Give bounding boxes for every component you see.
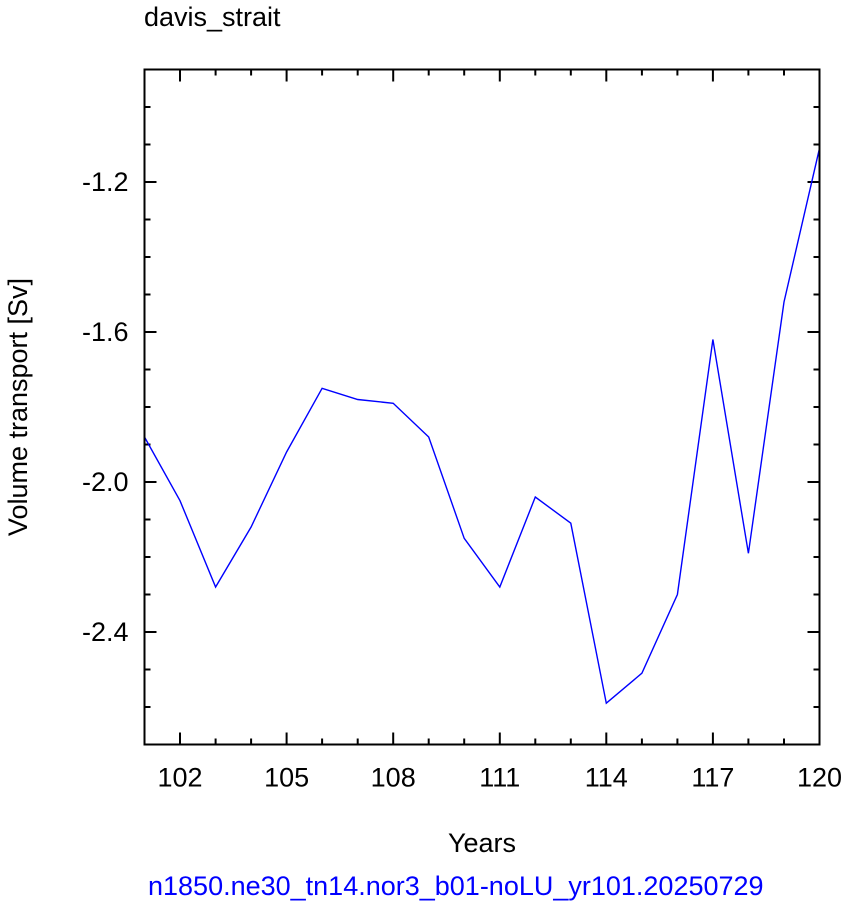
y-tick-labels: -1.2 -1.6 -2.0 -2.4 bbox=[82, 167, 129, 647]
x-tick-label: 120 bbox=[797, 763, 842, 793]
y-tick-label: -1.2 bbox=[82, 167, 129, 197]
y-tick-label: -1.6 bbox=[82, 317, 129, 347]
axis-ticks bbox=[143, 68, 821, 746]
y-tick-label: -2.0 bbox=[82, 467, 129, 497]
x-tick-label: 117 bbox=[691, 763, 734, 793]
x-axis-label: Years bbox=[448, 828, 516, 858]
y-axis-label: Volume transport [Sv] bbox=[3, 278, 33, 536]
x-tick-label: 111 bbox=[479, 763, 520, 793]
run-identifier: n1850.ne30_tn14.nor3_b01-noLU_yr101.2025… bbox=[148, 871, 764, 901]
y-tick-label: -2.4 bbox=[82, 617, 129, 647]
x-tick-label: 108 bbox=[371, 763, 416, 793]
plot-frame bbox=[143, 68, 821, 746]
x-tick-label: 105 bbox=[264, 763, 309, 793]
x-tick-label: 102 bbox=[157, 763, 202, 793]
series-line bbox=[143, 148, 821, 705]
x-tick-labels: 102 105 108 111 114 117 120 bbox=[157, 763, 842, 793]
chart-title: davis_strait bbox=[144, 2, 281, 32]
x-tick-label: 114 bbox=[585, 763, 628, 793]
